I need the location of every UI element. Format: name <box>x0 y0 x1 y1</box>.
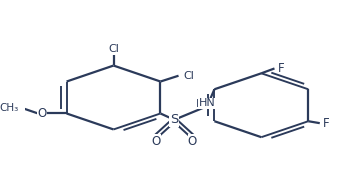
Text: O: O <box>152 135 161 148</box>
Text: O: O <box>188 135 197 148</box>
Text: O: O <box>37 107 47 120</box>
Text: CH₃: CH₃ <box>0 103 19 113</box>
Text: S: S <box>170 113 178 126</box>
Text: F: F <box>278 62 284 75</box>
Text: HN: HN <box>199 98 216 108</box>
Text: H: H <box>203 99 211 109</box>
Text: N: N <box>196 99 205 109</box>
Text: Cl: Cl <box>108 44 119 54</box>
Text: F: F <box>323 117 330 130</box>
Text: Cl: Cl <box>183 71 194 81</box>
